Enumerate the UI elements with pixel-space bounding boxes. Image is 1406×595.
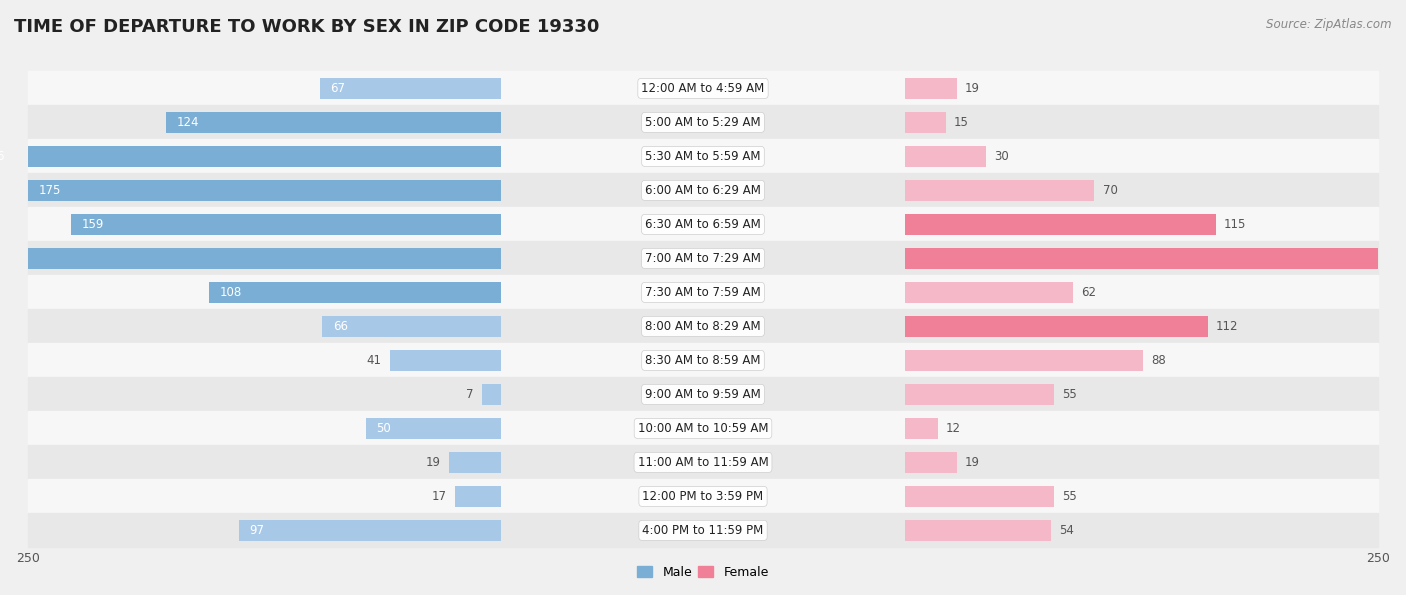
Bar — [72, 214, 501, 235]
Bar — [239, 520, 501, 541]
Text: 175: 175 — [39, 184, 62, 197]
Bar — [28, 242, 1378, 275]
Text: 4:00 PM to 11:59 PM: 4:00 PM to 11:59 PM — [643, 524, 763, 537]
Text: 124: 124 — [177, 116, 200, 129]
Text: 66: 66 — [333, 320, 349, 333]
Bar — [209, 282, 501, 303]
Text: 10:00 AM to 10:59 AM: 10:00 AM to 10:59 AM — [638, 422, 768, 435]
Bar — [0, 248, 501, 269]
Bar — [28, 139, 1378, 173]
Bar — [905, 452, 956, 473]
Bar — [905, 282, 1073, 303]
Text: 15: 15 — [955, 116, 969, 129]
Text: 7:30 AM to 7:59 AM: 7:30 AM to 7:59 AM — [645, 286, 761, 299]
Text: 70: 70 — [1102, 184, 1118, 197]
Text: 9:00 AM to 9:59 AM: 9:00 AM to 9:59 AM — [645, 388, 761, 401]
Bar — [905, 214, 1216, 235]
Text: 55: 55 — [1062, 388, 1077, 401]
Bar — [454, 486, 501, 507]
Text: 108: 108 — [219, 286, 242, 299]
Text: TIME OF DEPARTURE TO WORK BY SEX IN ZIP CODE 19330: TIME OF DEPARTURE TO WORK BY SEX IN ZIP … — [14, 18, 599, 36]
Bar — [28, 446, 1378, 480]
Bar — [366, 418, 501, 439]
Text: 12: 12 — [946, 422, 960, 435]
Bar — [28, 309, 1378, 343]
Bar — [28, 105, 1378, 139]
Bar — [28, 513, 1378, 547]
Text: 19: 19 — [965, 82, 980, 95]
Text: 50: 50 — [377, 422, 391, 435]
Bar — [450, 452, 501, 473]
Bar — [28, 208, 1378, 242]
Bar — [28, 71, 1378, 105]
Text: 54: 54 — [1059, 524, 1074, 537]
Text: 8:30 AM to 8:59 AM: 8:30 AM to 8:59 AM — [645, 354, 761, 367]
Text: 12:00 AM to 4:59 AM: 12:00 AM to 4:59 AM — [641, 82, 765, 95]
Bar — [905, 146, 987, 167]
Bar — [28, 411, 1378, 446]
Text: 55: 55 — [1062, 490, 1077, 503]
Text: 7: 7 — [465, 388, 474, 401]
Bar — [322, 316, 501, 337]
Text: 12:00 PM to 3:59 PM: 12:00 PM to 3:59 PM — [643, 490, 763, 503]
Text: 6:30 AM to 6:59 AM: 6:30 AM to 6:59 AM — [645, 218, 761, 231]
Text: 5:30 AM to 5:59 AM: 5:30 AM to 5:59 AM — [645, 150, 761, 163]
Text: 19: 19 — [965, 456, 980, 469]
Text: Source: ZipAtlas.com: Source: ZipAtlas.com — [1267, 18, 1392, 31]
Text: 7:00 AM to 7:29 AM: 7:00 AM to 7:29 AM — [645, 252, 761, 265]
Bar — [28, 180, 501, 201]
Bar — [28, 173, 1378, 208]
Text: 115: 115 — [1225, 218, 1246, 231]
Bar — [28, 480, 1378, 513]
Text: 62: 62 — [1081, 286, 1095, 299]
Bar — [905, 486, 1054, 507]
Text: 67: 67 — [330, 82, 346, 95]
Text: 41: 41 — [367, 354, 382, 367]
Text: 97: 97 — [249, 524, 264, 537]
Text: 88: 88 — [1152, 354, 1166, 367]
Bar — [482, 384, 501, 405]
Text: 8:00 AM to 8:29 AM: 8:00 AM to 8:29 AM — [645, 320, 761, 333]
Bar — [905, 248, 1406, 269]
Bar — [905, 316, 1208, 337]
Bar — [905, 520, 1052, 541]
Text: 30: 30 — [994, 150, 1010, 163]
Text: 112: 112 — [1216, 320, 1239, 333]
Legend: Male, Female: Male, Female — [633, 561, 773, 584]
Text: 196: 196 — [0, 150, 4, 163]
Text: 5:00 AM to 5:29 AM: 5:00 AM to 5:29 AM — [645, 116, 761, 129]
Bar — [905, 350, 1143, 371]
Bar — [389, 350, 501, 371]
Bar — [905, 418, 938, 439]
Text: 19: 19 — [426, 456, 441, 469]
Bar — [905, 384, 1054, 405]
Bar — [28, 343, 1378, 377]
Bar — [905, 112, 946, 133]
Bar — [905, 180, 1094, 201]
Bar — [28, 275, 1378, 309]
Text: 6:00 AM to 6:29 AM: 6:00 AM to 6:29 AM — [645, 184, 761, 197]
Text: 11:00 AM to 11:59 AM: 11:00 AM to 11:59 AM — [638, 456, 768, 469]
Bar — [0, 146, 501, 167]
Bar — [319, 78, 501, 99]
Text: 17: 17 — [432, 490, 447, 503]
Bar — [28, 377, 1378, 411]
Bar — [905, 78, 956, 99]
Text: 159: 159 — [82, 218, 104, 231]
Bar — [166, 112, 501, 133]
